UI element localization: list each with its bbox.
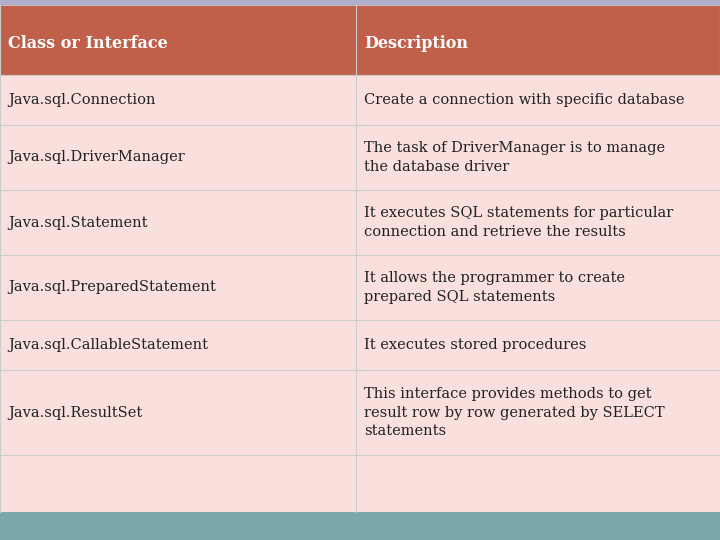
Text: Description: Description xyxy=(364,35,469,52)
Text: This interface provides methods to get
result row by row generated by SELECT
sta: This interface provides methods to get r… xyxy=(364,387,665,438)
Bar xyxy=(0,125,356,190)
Bar xyxy=(0,370,356,455)
Bar xyxy=(356,75,720,125)
Bar xyxy=(356,5,720,75)
Bar xyxy=(0,0,720,5)
Text: Java.sql.PreparedStatement: Java.sql.PreparedStatement xyxy=(8,280,216,294)
Bar xyxy=(356,370,720,455)
Bar xyxy=(356,320,720,370)
Bar xyxy=(356,125,720,190)
Bar xyxy=(0,512,720,540)
Bar xyxy=(0,5,356,75)
Bar xyxy=(356,190,720,255)
Bar xyxy=(0,190,356,255)
Text: It executes stored procedures: It executes stored procedures xyxy=(364,338,587,352)
Text: Java.sql.DriverManager: Java.sql.DriverManager xyxy=(8,151,185,165)
Bar xyxy=(0,320,356,370)
Text: The task of DriverManager is to manage
the database driver: The task of DriverManager is to manage t… xyxy=(364,141,665,174)
Text: It executes SQL statements for particular
connection and retrieve the results: It executes SQL statements for particula… xyxy=(364,206,674,239)
Text: Java.sql.ResultSet: Java.sql.ResultSet xyxy=(8,406,143,420)
Text: Java.sql.Connection: Java.sql.Connection xyxy=(8,93,156,107)
Bar xyxy=(356,255,720,320)
Text: It allows the programmer to create
prepared SQL statements: It allows the programmer to create prepa… xyxy=(364,271,626,303)
Text: Create a connection with specific database: Create a connection with specific databa… xyxy=(364,93,685,107)
Text: Java.sql.Statement: Java.sql.Statement xyxy=(8,215,148,230)
Text: Class or Interface: Class or Interface xyxy=(8,35,168,52)
Text: Java.sql.CallableStatement: Java.sql.CallableStatement xyxy=(8,338,208,352)
Bar xyxy=(0,255,356,320)
Bar xyxy=(0,75,356,125)
